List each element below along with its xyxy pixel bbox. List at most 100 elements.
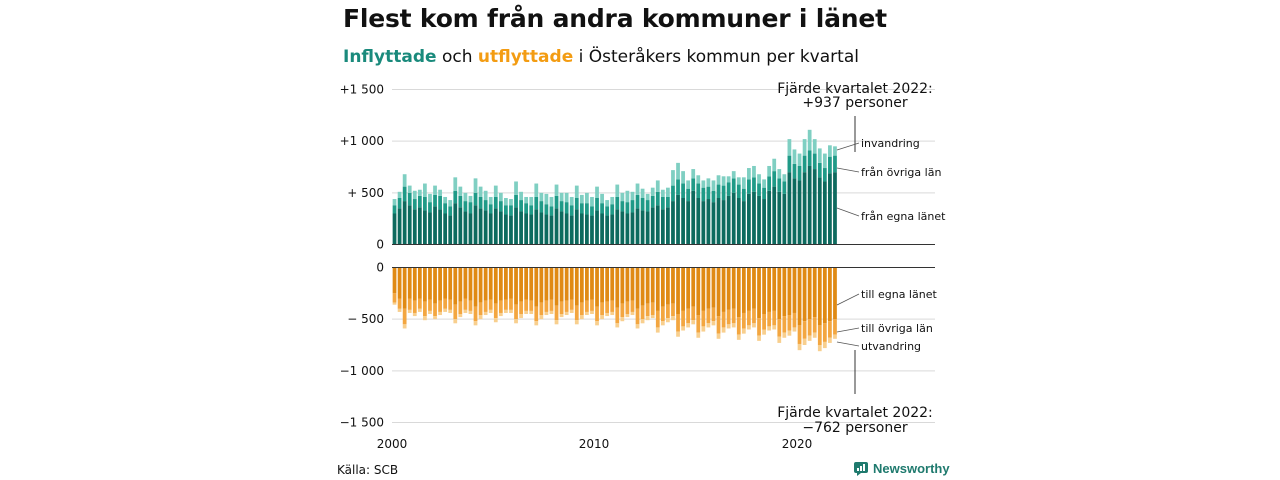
bar-utflyttade bbox=[585, 311, 589, 316]
bar-utflyttade bbox=[777, 336, 782, 343]
bar-inflyttade bbox=[458, 207, 463, 245]
bar-inflyttade bbox=[666, 207, 670, 245]
bar-inflyttade bbox=[417, 195, 422, 208]
bar-inflyttade bbox=[635, 208, 640, 245]
bar-inflyttade bbox=[676, 194, 680, 245]
bar-inflyttade bbox=[473, 178, 478, 193]
bar-inflyttade bbox=[726, 176, 731, 183]
y-tick-label-top: 0 bbox=[376, 238, 384, 252]
bar-inflyttade bbox=[585, 214, 589, 245]
bar-inflyttade bbox=[747, 179, 751, 194]
bar-utflyttade bbox=[752, 323, 756, 328]
bar-utflyttade bbox=[559, 314, 564, 318]
bar-utflyttade bbox=[397, 308, 402, 312]
bar-utflyttade bbox=[716, 267, 721, 317]
bar-inflyttade bbox=[660, 189, 665, 197]
bar-inflyttade bbox=[554, 184, 559, 196]
bar-inflyttade bbox=[645, 193, 650, 201]
bar-utflyttade bbox=[605, 267, 610, 302]
bar-inflyttade bbox=[407, 192, 412, 206]
bar-utflyttade bbox=[666, 304, 670, 319]
bar-utflyttade bbox=[706, 323, 711, 328]
newsworthy-logo[interactable]: Newsworthy bbox=[854, 461, 950, 476]
bar-inflyttade bbox=[706, 199, 711, 245]
bar-inflyttade bbox=[463, 201, 468, 212]
axes bbox=[392, 116, 935, 394]
newsworthy-icon bbox=[854, 461, 868, 476]
bar-inflyttade bbox=[782, 193, 787, 245]
bar-inflyttade bbox=[762, 187, 766, 200]
bar-inflyttade bbox=[812, 169, 817, 245]
bar-utflyttade bbox=[752, 267, 756, 309]
bar-utflyttade bbox=[473, 306, 478, 322]
bar-inflyttade bbox=[772, 186, 777, 245]
bar-inflyttade bbox=[433, 206, 437, 245]
bar-utflyttade bbox=[817, 267, 822, 326]
bar-utflyttade bbox=[463, 267, 468, 299]
bar-utflyttade bbox=[701, 326, 706, 332]
bar-utflyttade bbox=[453, 319, 458, 324]
bar-utflyttade bbox=[610, 300, 615, 312]
bar-utflyttade bbox=[448, 309, 453, 313]
bar-inflyttade bbox=[828, 156, 832, 174]
bar-inflyttade bbox=[630, 212, 635, 245]
bar-utflyttade bbox=[721, 311, 726, 328]
bar-utflyttade bbox=[767, 311, 772, 327]
legend-label-top: från egna länet bbox=[861, 210, 946, 223]
bar-inflyttade bbox=[686, 188, 691, 202]
bar-utflyttade bbox=[807, 335, 812, 341]
bar-utflyttade bbox=[478, 302, 483, 316]
bar-utflyttade bbox=[453, 304, 458, 320]
bar-inflyttade bbox=[595, 198, 599, 211]
bar-inflyttade bbox=[671, 185, 675, 202]
bar-inflyttade bbox=[468, 195, 473, 203]
bar-utflyttade bbox=[397, 267, 402, 299]
bar-inflyttade bbox=[812, 153, 817, 170]
bar-inflyttade bbox=[412, 190, 417, 200]
bar-inflyttade bbox=[519, 211, 523, 245]
bar-utflyttade bbox=[428, 310, 432, 314]
bar-inflyttade bbox=[650, 207, 655, 245]
bar-utflyttade bbox=[519, 267, 523, 302]
bar-utflyttade bbox=[478, 267, 483, 303]
bar-utflyttade bbox=[448, 299, 453, 310]
bar-utflyttade bbox=[574, 267, 579, 306]
bar-inflyttade bbox=[807, 150, 812, 166]
bar-utflyttade bbox=[595, 267, 599, 307]
bar-inflyttade bbox=[757, 183, 761, 196]
bar-inflyttade bbox=[564, 213, 569, 245]
bar-utflyttade bbox=[509, 267, 513, 299]
bar-utflyttade bbox=[731, 323, 736, 328]
bar-inflyttade bbox=[721, 200, 726, 245]
bar-utflyttade bbox=[691, 320, 696, 325]
bar-inflyttade bbox=[650, 187, 655, 196]
bar-inflyttade bbox=[534, 183, 539, 197]
bar-inflyttade bbox=[726, 182, 731, 196]
bar-inflyttade bbox=[772, 158, 777, 172]
bar-utflyttade bbox=[519, 301, 523, 314]
legend-connector bbox=[836, 142, 860, 151]
bar-utflyttade bbox=[741, 312, 746, 329]
bar-utflyttade bbox=[757, 267, 761, 319]
bar-utflyttade bbox=[392, 302, 397, 305]
bar-utflyttade bbox=[519, 314, 523, 319]
bar-inflyttade bbox=[686, 201, 691, 245]
bar-inflyttade bbox=[417, 207, 422, 245]
bar-utflyttade bbox=[615, 307, 620, 324]
bar-inflyttade bbox=[438, 209, 442, 245]
bar-utflyttade bbox=[524, 267, 529, 300]
bar-inflyttade bbox=[822, 168, 827, 182]
bar-utflyttade bbox=[574, 320, 579, 325]
legend-label-bottom: till egna länet bbox=[861, 288, 937, 301]
bar-utflyttade bbox=[590, 310, 594, 314]
legend-connector bbox=[836, 167, 860, 173]
bar-inflyttade bbox=[731, 178, 736, 193]
bar-utflyttade bbox=[721, 267, 726, 312]
bar-utflyttade bbox=[443, 298, 448, 309]
bar-utflyttade bbox=[423, 316, 427, 321]
bar-inflyttade bbox=[392, 213, 397, 245]
bar-inflyttade bbox=[726, 195, 731, 245]
bar-inflyttade bbox=[792, 149, 797, 164]
bar-utflyttade bbox=[554, 267, 559, 306]
